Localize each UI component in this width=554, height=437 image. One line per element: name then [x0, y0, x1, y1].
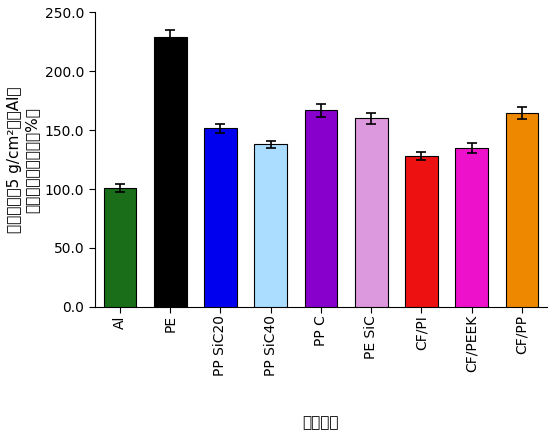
Bar	[355, 118, 387, 307]
Bar	[204, 128, 237, 307]
Bar	[154, 37, 187, 307]
Bar	[104, 188, 136, 307]
Bar	[254, 144, 287, 307]
Bar	[305, 110, 337, 307]
X-axis label: 遗へい材: 遗へい材	[302, 415, 339, 430]
Y-axis label: 遗へい厚こ5 g/cm²でのAlに
対する遗へい効果（%）: 遗へい厚こ5 g/cm²でのAlに 対する遗へい効果（%）	[7, 87, 39, 233]
Bar	[405, 156, 438, 307]
Bar	[506, 113, 538, 307]
Bar	[455, 148, 488, 307]
